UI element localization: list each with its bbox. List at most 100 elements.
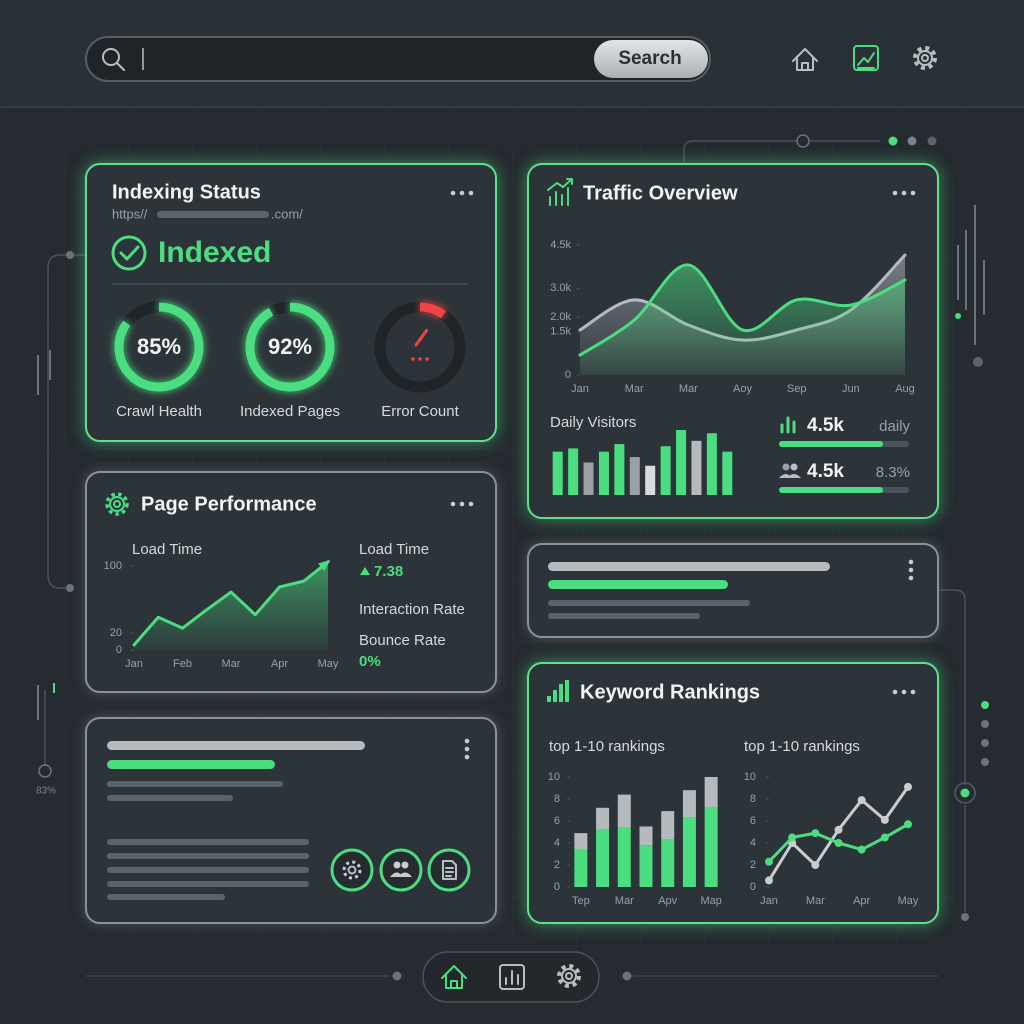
deco-dot [392,971,402,981]
metric-label: Load Time [359,541,429,558]
gauge-needle [414,328,429,347]
traffic-icon [547,178,573,206]
home-icon[interactable] [792,48,818,71]
y-tick-label: 0 [565,369,571,381]
chart-title: Daily Visitors [550,414,636,431]
bar [574,849,588,887]
y-tick-label: 100 [104,560,122,572]
stat-note: 8.3% [876,464,910,481]
gauge-dot [425,357,429,361]
more-menu[interactable] [892,689,916,695]
x-tick-label: Jan [571,383,589,395]
marker [765,857,773,866]
y-tick-label: 2 [750,859,756,871]
skeleton-line [107,839,309,845]
card-title: Keyword Rankings [580,681,760,703]
stat-value: 4.5k [807,461,844,482]
gauge-arc [375,302,465,392]
deco-dot [954,782,976,804]
bar [639,826,653,846]
url-redacted [157,211,269,218]
skeleton-line [107,881,309,887]
performance-icon [113,500,121,508]
x-tick-label: Tep [572,895,590,907]
bar [596,829,610,887]
deco-dot [981,701,989,709]
progress-fill [779,487,883,493]
side-label: 83% [36,786,56,797]
deco-dot [907,136,917,146]
more-menu[interactable] [450,190,474,196]
line [132,560,330,647]
nav-settings[interactable] [557,964,581,988]
deco-dot [66,251,74,259]
bar [682,817,696,887]
x-tick-label: Jun [842,383,860,395]
nav-analytics[interactable] [499,964,525,990]
metric-value: 7.38 [374,563,403,580]
visitors-icon [780,416,796,434]
users-icon [779,463,801,478]
gauge-value: 92% [268,334,312,359]
x-tick-label: Jan [125,658,143,670]
marker [788,833,797,842]
y-tick-label: 8 [554,793,560,805]
skeleton-line [107,741,365,750]
bar [639,845,653,887]
bar [645,465,656,495]
bar [552,451,563,495]
y-tick-label: 2.0k [550,311,571,323]
skeleton-line [107,853,309,859]
more-menu[interactable] [908,559,914,581]
y-tick-label: 3.0k [550,282,571,294]
search-button-label[interactable]: Search [618,48,681,69]
marker [857,845,866,854]
y-tick-label: 10 [548,771,560,783]
card-title: Page Performance [141,493,317,515]
marker [880,833,889,842]
card-title: Indexing Status [112,181,261,203]
progress-fill [779,441,883,447]
x-tick-label: Mar [806,895,825,907]
deco-dot [981,720,989,728]
marker [857,796,866,805]
analytics-icon[interactable] [853,45,879,71]
deco-line [940,589,966,785]
more-menu[interactable] [464,738,470,760]
settings-icon [917,50,933,66]
status: Indexed [158,236,271,269]
y-tick-label: 10 [744,771,756,783]
y-tick-label: 1.5k [550,326,571,338]
bar [661,811,675,840]
marker [834,825,843,834]
keyword-icon [547,680,569,702]
action-settings[interactable] [330,848,374,892]
performance-icon [109,496,125,512]
bar [704,807,718,887]
more-menu[interactable] [892,190,916,196]
analytics-icon [857,52,875,69]
gauge-dot [411,357,415,361]
action-users[interactable] [379,848,423,892]
action-document[interactable] [427,848,471,892]
y-tick-label: 4 [554,837,560,849]
search-input[interactable] [85,36,711,82]
deco-dot [973,357,983,367]
search-button[interactable] [594,40,708,78]
skeleton-line [107,781,283,787]
marker [904,820,912,829]
line [578,263,907,357]
y-tick-label: 20 [110,627,122,639]
deco-dot [955,313,961,319]
bar [598,451,609,495]
nav-home[interactable] [441,965,467,989]
card-title: Traffic Overview [583,182,738,204]
settings-icon[interactable] [913,46,937,70]
marker [834,839,843,847]
search-icon [102,48,120,66]
area [580,264,905,375]
more-menu[interactable] [450,501,474,507]
y-tick-label: 4.5k [550,239,571,251]
